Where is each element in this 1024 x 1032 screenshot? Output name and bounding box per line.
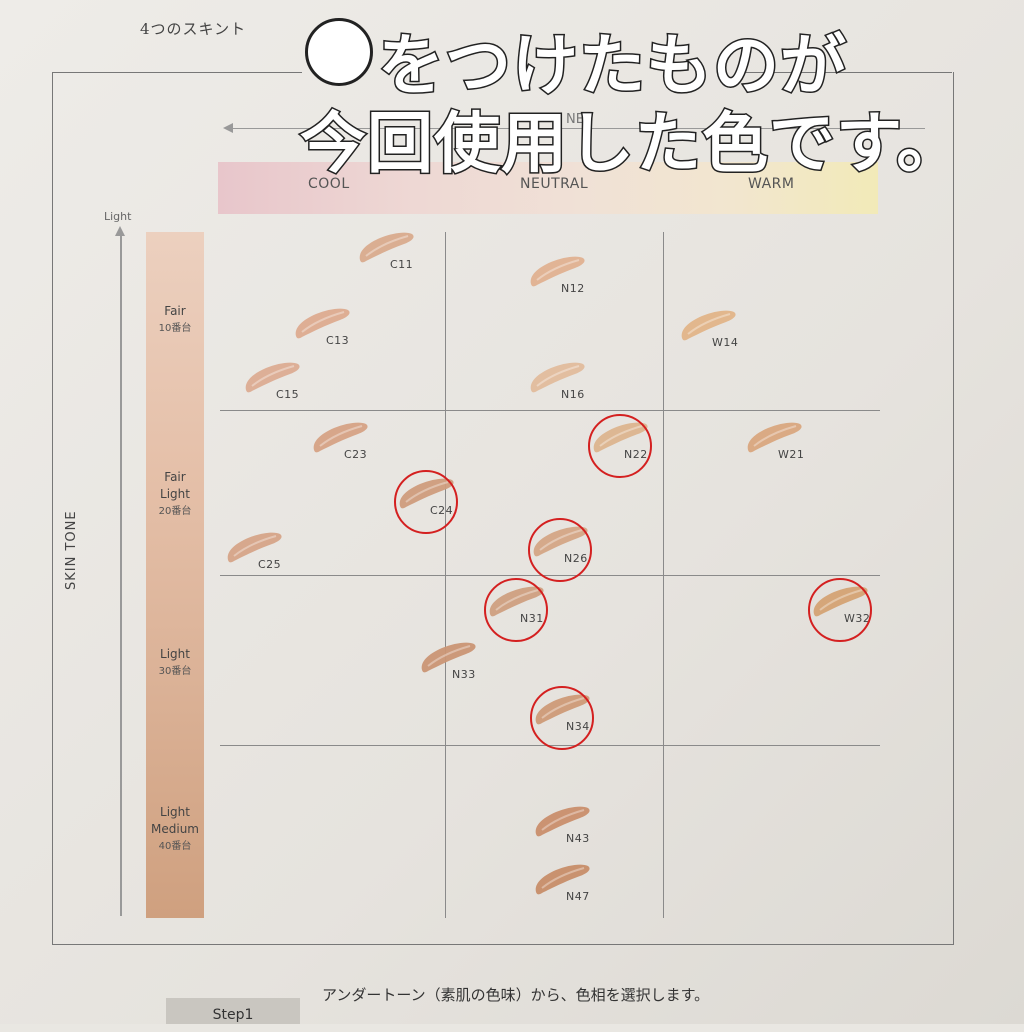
tone-sub: 30番台 <box>158 666 192 677</box>
swatch-n33 <box>418 640 478 673</box>
swatch-label-n33: N33 <box>452 668 476 681</box>
swatch-label-n12: N12 <box>561 282 585 295</box>
grid-line-h1 <box>220 410 880 411</box>
swatch-label-n47: N47 <box>566 890 590 903</box>
swatch-label-c25: C25 <box>258 558 282 571</box>
swatch-label-n16: N16 <box>561 388 585 401</box>
tone-name-1: Fair <box>164 470 186 484</box>
swatch-n43 <box>532 804 592 837</box>
selected-circle-n34 <box>530 686 594 750</box>
overlay-circle-icon <box>305 18 373 86</box>
tone-name-2: Light <box>160 487 190 501</box>
tone-name: Fair <box>164 304 186 318</box>
swatch-c15 <box>242 360 302 393</box>
tone-light: Light 30番台 <box>146 646 204 680</box>
swatch-n16 <box>527 360 587 393</box>
tone-fair-light: Fair Light 20番台 <box>146 469 204 520</box>
selected-circle-n22 <box>588 414 652 478</box>
swatch-n47 <box>532 862 592 895</box>
tone-light-medium: Light Medium 40番台 <box>146 804 204 855</box>
tone-name-2: Medium <box>151 822 199 836</box>
swatch-label-w14: W14 <box>712 336 739 349</box>
tone-sub: 20番台 <box>158 506 192 517</box>
swatch-label-c15: C15 <box>276 388 300 401</box>
axis-arrow-up <box>116 226 124 916</box>
swatch-label-w21: W21 <box>778 448 805 461</box>
swatch-n12 <box>527 254 587 287</box>
swatch-c13 <box>292 306 352 339</box>
hue-label-cool: COOL <box>308 176 350 192</box>
swatch-c11 <box>356 230 416 263</box>
swatch-w14 <box>678 308 738 341</box>
undertone-label: NE <box>560 112 590 127</box>
selected-circle-c24 <box>394 470 458 534</box>
swatch-label-c23: C23 <box>344 448 368 461</box>
swatch-label-c11: C11 <box>390 258 414 271</box>
selected-circle-n26 <box>528 518 592 582</box>
grid-line-v2 <box>663 232 664 918</box>
hue-label-warm: WARM <box>748 176 795 192</box>
hue-label-neutral: NEUTRAL <box>520 176 589 192</box>
header-text: 4つのスキント <box>140 20 247 38</box>
tone-name-1: Light <box>160 805 190 819</box>
step-description: アンダートーン（素肌の色味）から、色相を選択します。 <box>322 986 710 1004</box>
tone-name: Light <box>160 647 190 661</box>
swatch-label-c13: C13 <box>326 334 350 347</box>
chart-frame <box>52 72 954 945</box>
swatch-c25 <box>224 530 284 563</box>
frame-top-left <box>52 72 302 73</box>
tone-fair: Fair 10番台 <box>146 303 204 337</box>
overlay-line-2: 今回使用した色です。 <box>298 104 964 184</box>
axis-light-label: Light <box>104 210 132 223</box>
overlay-line-1: をつけたものが <box>377 26 848 106</box>
grid-line-v1 <box>445 232 446 918</box>
selected-circle-w32 <box>808 578 872 642</box>
selected-circle-n31 <box>484 578 548 642</box>
tone-sub: 40番台 <box>158 841 192 852</box>
tone-sub: 10番台 <box>158 323 192 334</box>
undertone-arrow <box>223 123 925 133</box>
swatch-label-n43: N43 <box>566 832 590 845</box>
swatch-c23 <box>310 420 370 453</box>
step-badge: Step1 <box>166 998 300 1024</box>
swatch-w21 <box>744 420 804 453</box>
frame-top-right <box>740 72 952 73</box>
axis-skin-tone-label: SKIN TONE <box>64 510 79 590</box>
hue-gradient-bar <box>218 162 878 214</box>
tone-gradient-bar <box>146 232 204 918</box>
